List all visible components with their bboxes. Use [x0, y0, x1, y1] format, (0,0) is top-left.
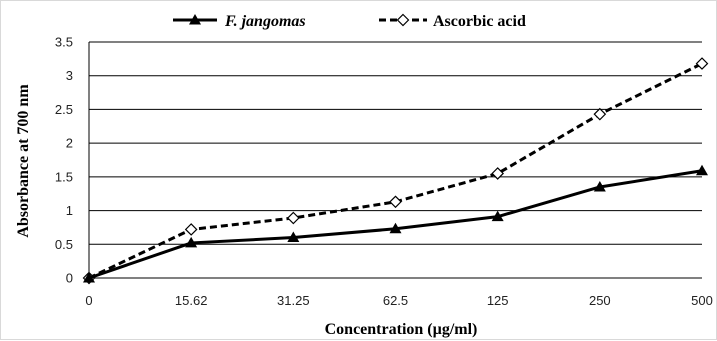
axes: [88, 42, 702, 279]
legend: F. jangomas Ascorbic acid: [173, 13, 526, 30]
x-tick-label-0: 0: [85, 293, 92, 308]
x-tick-label-125: 125: [487, 293, 509, 308]
point-ascorbic-acid-4: [491, 167, 505, 180]
legend-label-ascorbic-acid: Ascorbic acid: [433, 13, 526, 30]
point-ascorbic-acid-1: [184, 223, 198, 236]
point-f-jangomas-5: [593, 180, 606, 192]
point-f-jangomas-4: [491, 210, 504, 222]
point-f-jangomas-2: [287, 231, 300, 243]
legend-label-f-jangomas: F. jangomas: [224, 13, 306, 30]
legend-marker-ascorbic-acid: [396, 13, 410, 27]
y-tick-label-3: 3: [66, 68, 73, 83]
y-tick-label-2.5: 2.5: [55, 102, 73, 117]
y-tick-label-3.5: 3.5: [55, 35, 73, 50]
y-tick-label-2: 2: [66, 136, 73, 151]
x-tick-label-31.25: 31.25: [277, 293, 310, 308]
x-tick-label-62.5: 62.5: [383, 293, 408, 308]
y-axis-title: Absorbance at 700 nm: [15, 84, 32, 238]
point-ascorbic-acid-3: [389, 195, 402, 209]
y-tick-label-0.5: 0.5: [55, 237, 73, 252]
x-axis-title: Concentration (µg/ml): [325, 321, 478, 338]
point-ascorbic-acid-6: [695, 57, 709, 70]
point-ascorbic-acid-5: [593, 107, 607, 121]
y-tick-label-1.5: 1.5: [55, 169, 73, 184]
tick-labels: 0 0.5 1 1.5 2 2.5 3 3.5 0 15.62 31.25 62.5 125 250 500: [55, 35, 713, 309]
y-tick-label-0: 0: [66, 271, 73, 286]
x-tick-label-500: 500: [691, 293, 713, 308]
point-f-jangomas-3: [389, 222, 402, 234]
point-f-jangomas-1: [185, 236, 198, 248]
gridlines: [89, 41, 702, 245]
x-tick-label-250: 250: [589, 293, 611, 308]
series-layer: [82, 57, 709, 285]
point-f-jangomas-0: [83, 272, 95, 283]
x-tick-label-15.62: 15.62: [175, 293, 208, 308]
point-f-jangomas-6: [696, 164, 708, 176]
point-ascorbic-acid-2: [286, 211, 300, 225]
legend-marker-f-jangomas: [189, 14, 201, 25]
y-tick-label-1: 1: [66, 203, 73, 218]
